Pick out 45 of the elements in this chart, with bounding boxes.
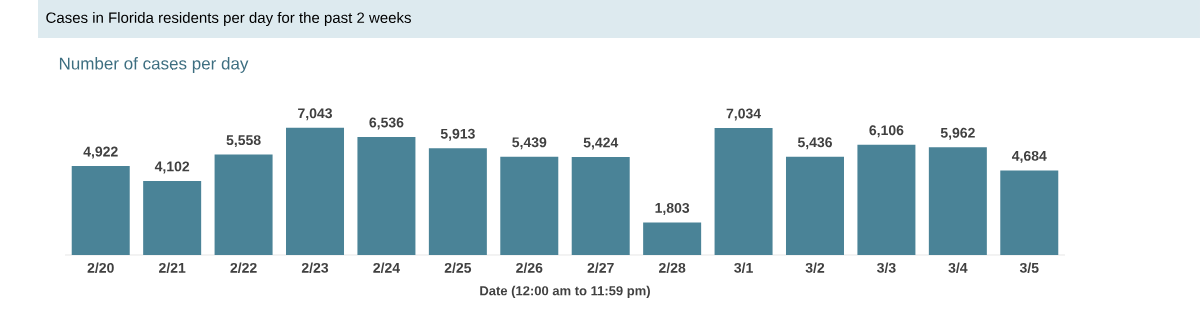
bar <box>928 147 987 255</box>
data-label: 6,536 <box>369 117 404 130</box>
x-tick-label: 3/4 <box>948 262 968 273</box>
data-label: 5,439 <box>512 137 547 150</box>
data-label: 5,913 <box>440 128 475 141</box>
chart-title: Cases in Florida residents per day for the past 2 weeks <box>46 12 411 26</box>
x-tick-label: 2/25 <box>444 262 472 273</box>
bar <box>714 127 773 255</box>
x-tick-label: 3/1 <box>734 262 753 273</box>
bar <box>428 148 487 255</box>
x-tick-label: 2/26 <box>516 262 543 273</box>
x-tick-label: 2/21 <box>159 262 186 273</box>
bar <box>500 156 559 255</box>
bar <box>214 154 273 255</box>
bar <box>286 127 345 255</box>
bar <box>785 156 844 255</box>
x-tick-label: 2/20 <box>87 262 114 273</box>
data-label: 6,106 <box>869 125 904 138</box>
x-tick-label: 2/22 <box>230 262 257 273</box>
bar <box>71 166 130 255</box>
x-tick-label: 2/28 <box>659 262 686 273</box>
x-tick-label: 2/23 <box>301 262 329 273</box>
bar <box>643 222 702 255</box>
data-label: 4,684 <box>1011 150 1047 163</box>
x-tick-label: 2/24 <box>373 262 400 273</box>
bar <box>357 136 416 255</box>
data-label: 5,558 <box>226 135 261 148</box>
data-label: 1,803 <box>655 202 690 215</box>
x-tick-label: 3/2 <box>805 262 825 273</box>
data-label: 5,436 <box>797 137 832 150</box>
data-label: 7,043 <box>298 108 333 121</box>
x-axis-title: Date (12:00 am to 11:59 pm) <box>480 285 650 298</box>
x-tick-label: 2/27 <box>587 262 614 273</box>
x-tick-label: 3/3 <box>877 262 896 273</box>
data-label: 7,034 <box>726 108 762 121</box>
bar <box>1000 170 1059 255</box>
bar <box>571 157 630 255</box>
chart-subtitle: Number of cases per day <box>59 57 249 73</box>
data-label: 5,424 <box>583 137 619 150</box>
bar <box>143 180 202 255</box>
x-tick-label: 3/5 <box>1019 262 1039 273</box>
data-label: 4,102 <box>154 161 190 174</box>
data-label: 4,922 <box>83 146 118 159</box>
data-label: 5,962 <box>940 127 975 140</box>
bar <box>857 144 916 255</box>
